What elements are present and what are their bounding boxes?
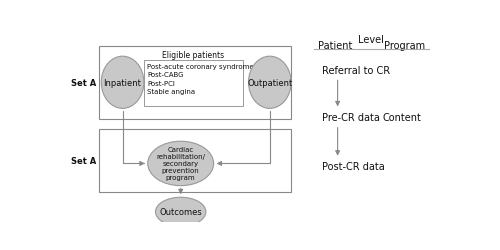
Ellipse shape	[148, 142, 214, 186]
Text: Program: Program	[384, 40, 425, 50]
Text: Pre-CR data: Pre-CR data	[322, 112, 380, 122]
Text: Outcomes: Outcomes	[160, 208, 202, 216]
Bar	[100, 46, 291, 120]
Text: Referral to CR: Referral to CR	[322, 66, 390, 76]
Ellipse shape	[101, 57, 144, 109]
Bar	[100, 129, 291, 193]
Text: Level: Level	[358, 35, 384, 45]
Text: Post-CR data: Post-CR data	[322, 162, 385, 172]
Text: Set A: Set A	[71, 156, 96, 166]
Text: Set A: Set A	[71, 78, 96, 88]
Text: Patient: Patient	[318, 40, 352, 50]
Text: Post-acute coronary syndrome
Post-CABG
Post-PCI
Stable angina: Post-acute coronary syndrome Post-CABG P…	[147, 64, 254, 95]
Text: Eligible patients: Eligible patients	[162, 51, 224, 60]
Text: Cardiac
rehabilitation/
secondary
prevention
program: Cardiac rehabilitation/ secondary preven…	[156, 147, 205, 181]
Text: Content: Content	[382, 112, 421, 122]
Text: Inpatient: Inpatient	[104, 78, 142, 88]
Ellipse shape	[248, 57, 291, 109]
Text: Outpatient: Outpatient	[247, 78, 292, 88]
Ellipse shape	[156, 198, 206, 226]
Bar	[144, 61, 242, 107]
